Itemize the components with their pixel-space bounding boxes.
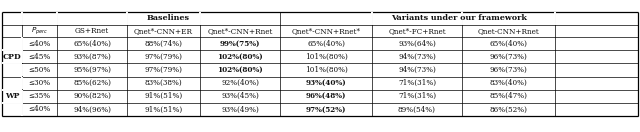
Text: WP: WP — [4, 92, 19, 100]
Text: 91%(51%): 91%(51%) — [145, 105, 182, 113]
Text: ≤45%: ≤45% — [28, 53, 51, 61]
Text: 94%(73%): 94%(73%) — [398, 53, 436, 61]
Text: 99%(75%): 99%(75%) — [220, 40, 260, 48]
Text: 83%(40%): 83%(40%) — [490, 79, 527, 87]
Text: ≤40%: ≤40% — [28, 105, 51, 113]
Text: Qnet*-CNN+ER: Qnet*-CNN+ER — [134, 27, 193, 35]
Text: ≤30%: ≤30% — [28, 79, 51, 87]
Text: Qnet*-CNN+Rnet*: Qnet*-CNN+Rnet* — [291, 27, 360, 35]
Text: 93%(87%): 93%(87%) — [73, 53, 111, 61]
Text: 92%(40%): 92%(40%) — [221, 79, 259, 87]
Text: 71%(31%): 71%(31%) — [398, 92, 436, 100]
Text: ≤50%: ≤50% — [28, 66, 51, 74]
Text: 95%(97%): 95%(97%) — [73, 66, 111, 74]
Text: 97%(79%): 97%(79%) — [145, 53, 182, 61]
Text: Qnet*-CNN+Rnet: Qnet*-CNN+Rnet — [207, 27, 273, 35]
Text: 65%(40%): 65%(40%) — [307, 40, 345, 48]
Text: 88%(74%): 88%(74%) — [145, 40, 182, 48]
Text: 93%(45%): 93%(45%) — [221, 92, 259, 100]
Text: 96%(73%): 96%(73%) — [490, 53, 527, 61]
Text: GS+Rnet: GS+Rnet — [75, 27, 109, 35]
Text: 90%(82%): 90%(82%) — [73, 92, 111, 100]
Text: 85%(62%): 85%(62%) — [73, 79, 111, 87]
Text: $P_{perc}$: $P_{perc}$ — [31, 25, 48, 37]
Text: 94%(96%): 94%(96%) — [73, 105, 111, 113]
Text: Baselines: Baselines — [147, 15, 190, 22]
Text: 83%(38%): 83%(38%) — [145, 79, 182, 87]
Text: 97%(52%): 97%(52%) — [306, 105, 346, 113]
Text: 96%(73%): 96%(73%) — [490, 66, 527, 74]
Text: 96%(48%): 96%(48%) — [306, 92, 346, 100]
Text: 93%(40%): 93%(40%) — [306, 79, 346, 87]
Text: Variants under our framework: Variants under our framework — [391, 15, 527, 22]
Text: 102%(80%): 102%(80%) — [217, 66, 263, 74]
Text: 93%(49%): 93%(49%) — [221, 105, 259, 113]
Text: 65%(40%): 65%(40%) — [490, 40, 527, 48]
Text: 85%(47%): 85%(47%) — [490, 92, 527, 100]
Text: 97%(79%): 97%(79%) — [145, 66, 182, 74]
Text: 101%(80%): 101%(80%) — [305, 66, 348, 74]
Text: 71%(31%): 71%(31%) — [398, 79, 436, 87]
Text: 101%(80%): 101%(80%) — [305, 53, 348, 61]
Text: 102%(80%): 102%(80%) — [217, 53, 263, 61]
Text: 93%(64%): 93%(64%) — [398, 40, 436, 48]
Text: 89%(54%): 89%(54%) — [398, 105, 436, 113]
Text: Qnet-CNN+Rnet: Qnet-CNN+Rnet — [477, 27, 540, 35]
Text: ≤40%: ≤40% — [28, 40, 51, 48]
Text: 86%(52%): 86%(52%) — [490, 105, 527, 113]
Text: ≤35%: ≤35% — [28, 92, 51, 100]
Text: CPD: CPD — [3, 53, 21, 61]
Text: 94%(73%): 94%(73%) — [398, 66, 436, 74]
Text: 91%(51%): 91%(51%) — [145, 92, 182, 100]
Text: Qnet*-FC+Rnet: Qnet*-FC+Rnet — [388, 27, 446, 35]
Text: 65%(40%): 65%(40%) — [73, 40, 111, 48]
